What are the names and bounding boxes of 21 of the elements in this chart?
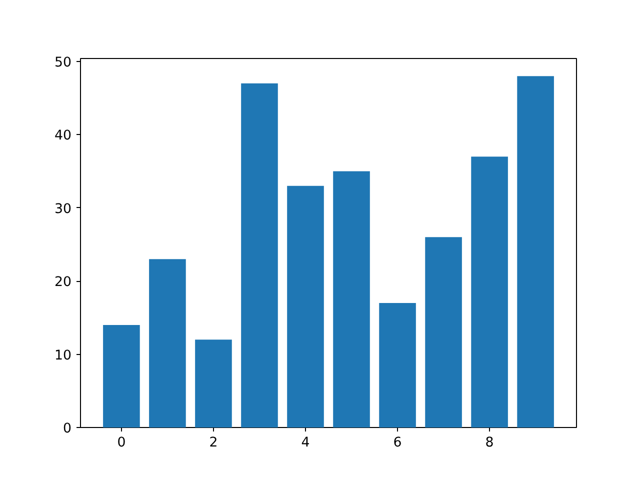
bar — [471, 156, 508, 428]
bar — [241, 83, 278, 428]
bar — [195, 340, 232, 428]
bar — [103, 325, 140, 428]
bar — [333, 171, 370, 428]
x-tick-label: 0 — [117, 436, 126, 450]
y-tick-label: 50 — [54, 55, 72, 70]
bar — [149, 259, 186, 428]
x-tick-label: 8 — [485, 436, 494, 450]
y-tick-label: 30 — [54, 202, 72, 217]
x-tick-label: 2 — [209, 436, 218, 450]
bar — [517, 76, 554, 428]
bar — [287, 186, 324, 428]
bar — [379, 303, 416, 428]
y-tick-label: 10 — [54, 348, 72, 364]
x-tick-label: 4 — [301, 436, 310, 450]
x-tick-label: 6 — [393, 436, 402, 450]
y-tick-label: 0 — [63, 422, 72, 436]
y-tick-label: 40 — [54, 128, 72, 144]
bar — [425, 237, 462, 428]
y-tick-label: 20 — [54, 275, 72, 290]
